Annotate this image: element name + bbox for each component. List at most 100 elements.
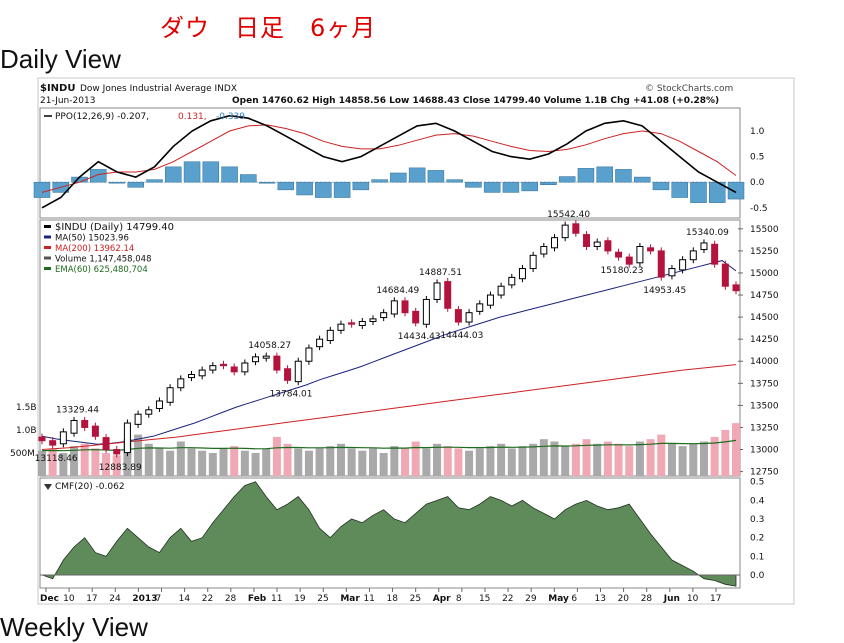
price-legend-swatch (44, 267, 51, 270)
price-tick-label: 14250 (750, 335, 779, 345)
volume-bar (625, 446, 634, 476)
x-tick-label: 6 (571, 594, 577, 604)
ma200-line (41, 364, 737, 450)
price-legend-entry: MA(50) 15023.96 (55, 234, 129, 244)
candle-body (486, 294, 494, 306)
candle-body (369, 318, 377, 323)
volume-bar (475, 448, 484, 476)
panel-border (39, 477, 741, 589)
ppo-histogram-bar (315, 181, 332, 198)
price-annotation: 15542.40 (547, 210, 590, 220)
candle-body (59, 431, 67, 445)
candle-body (433, 282, 441, 300)
price-legend-entry: Volume 1,147,458,048 (55, 255, 152, 265)
candle-body (380, 312, 388, 319)
candle-body (518, 268, 526, 280)
x-tick-label: 29 (525, 594, 537, 604)
x-tick-label: 19 (294, 594, 306, 604)
volume-bar (550, 441, 559, 476)
x-tick-label: 11 (363, 594, 374, 604)
x-tick-label: 11 (271, 594, 282, 604)
candle-body (187, 373, 195, 379)
candle-body (689, 250, 697, 261)
candle-body (177, 378, 185, 389)
x-tick-label: 13 (594, 594, 605, 604)
candle-body (540, 245, 548, 255)
candle-body (657, 250, 665, 278)
ppo-histogram-bar (633, 176, 651, 183)
ma50-line (41, 260, 737, 445)
volume-bar (699, 441, 708, 476)
volume-bar (240, 450, 249, 476)
candle-body (262, 355, 270, 359)
volume-bar (561, 446, 570, 476)
price-annotation: 14444.03 (440, 331, 483, 341)
volume-bar (166, 450, 175, 476)
price-tick-label: 12750 (750, 468, 779, 478)
price-tick-label: 15000 (750, 269, 779, 279)
volume-bar (582, 439, 591, 476)
volume-bar (176, 441, 185, 476)
ppo-histogram-bar (371, 179, 388, 183)
volume-bar (497, 443, 506, 476)
ppo-histogram-bar (108, 181, 126, 184)
ppo-histogram-bar (240, 174, 257, 183)
cmf-tick-label: 0.3 (750, 515, 764, 525)
volume-bar (251, 453, 260, 476)
candle-body (305, 347, 313, 362)
volume-bar (422, 448, 431, 476)
candle-body (561, 224, 569, 239)
price-annotation: 15180.23 (601, 266, 644, 276)
volume-bar (70, 446, 79, 476)
candle-body (412, 310, 420, 324)
ppo-histogram-bar (671, 181, 688, 198)
volume-bar (198, 450, 207, 476)
cmf-tick-label: 0.4 (750, 496, 765, 506)
candle-body (711, 243, 719, 265)
price-legend-entry: $INDU (Daily) 14799.40 (55, 222, 174, 233)
ppo-histogram-bar (521, 181, 538, 192)
candle-body (401, 300, 409, 314)
volume-bar (219, 448, 228, 476)
ppo-histogram-bar (652, 181, 670, 191)
candle-body (49, 440, 57, 446)
x-tick-label: 20 (618, 594, 630, 604)
cmf-legend: CMF(20) -0.062 (55, 482, 125, 492)
ppo-histogram-bar (558, 176, 576, 183)
candle-body (390, 300, 398, 315)
ppo-histogram-bar (690, 181, 707, 203)
ppo-histogram-bar (296, 181, 313, 196)
x-tick-label: Dec (40, 594, 59, 604)
volume-bar (283, 443, 292, 476)
price-tick-label: 14750 (750, 291, 779, 301)
x-tick-label: Apr (433, 594, 451, 604)
candle-body (444, 281, 452, 309)
symbol-label: $INDU (40, 83, 75, 94)
candle-body (668, 268, 676, 277)
ppo-histogram-bar (33, 181, 51, 198)
volume-bar (38, 450, 46, 476)
volume-bar (59, 453, 68, 476)
price-annotation: 14434.43 (398, 332, 441, 342)
ppo-histogram-bar (221, 166, 238, 183)
candle-body (572, 223, 580, 234)
ppo-line (41, 114, 737, 209)
candle-body (220, 363, 228, 367)
panel-border (39, 107, 741, 219)
price-annotation: 14058.27 (248, 341, 291, 351)
candle-body (583, 234, 591, 247)
volume-bar (539, 439, 548, 476)
volume-bar (112, 455, 121, 476)
ohlc-readout: Open 14760.62 High 14858.56 Low 14688.43… (232, 96, 719, 106)
ppo-histogram-bar (390, 172, 407, 183)
volume-bar (443, 446, 452, 476)
ppo-legend-hist: -0.339 (216, 112, 245, 122)
ppo-tick-label: 0.0 (750, 178, 765, 188)
volume-bar (230, 446, 239, 476)
ppo-histogram-bar (540, 181, 557, 185)
ppo-histogram-bar (146, 179, 163, 183)
candle-body (700, 242, 708, 251)
x-tick-label: 24 (109, 594, 121, 604)
x-tick-label: Feb (248, 594, 267, 604)
price-tick-label: 14500 (750, 313, 779, 323)
